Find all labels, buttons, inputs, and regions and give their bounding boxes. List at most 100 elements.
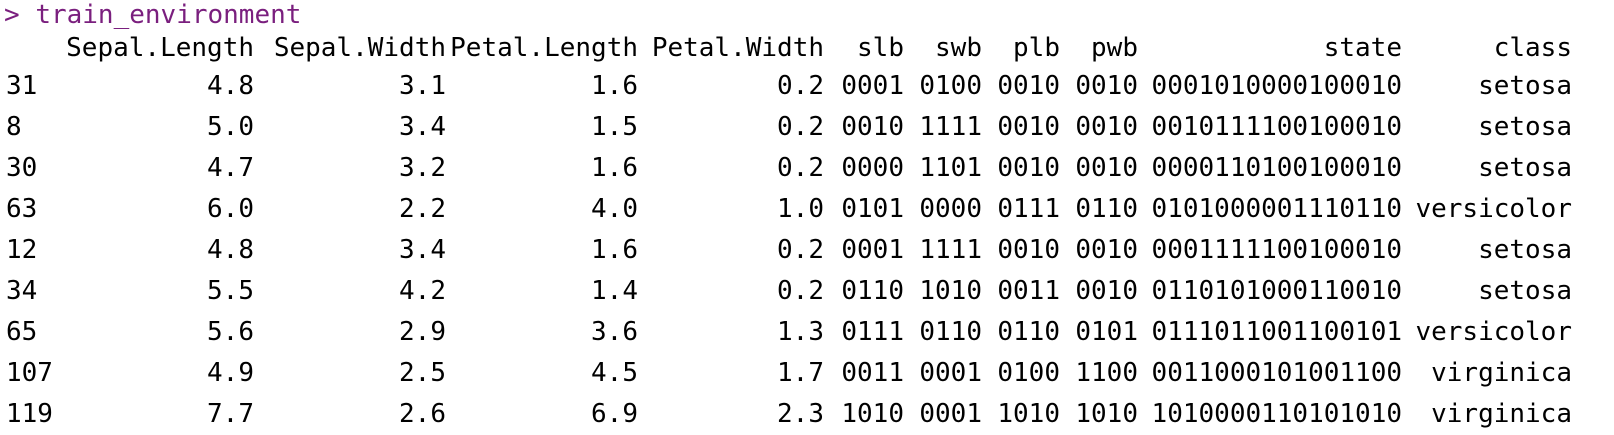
cell-petal-length: 4.0 <box>591 194 638 224</box>
cell-class: setosa <box>1478 153 1572 183</box>
cell-petal-length: 1.5 <box>591 112 638 142</box>
cell-pwb: 0010 <box>1075 112 1138 142</box>
cell-sepal-length: 6.0 <box>207 194 254 224</box>
cell-class: virginica <box>1431 358 1572 388</box>
header-swb: swb <box>935 33 982 63</box>
table-row: 63 6.0 2.2 4.0 1.0 0101 0000 0111 0110 0… <box>0 189 1572 230</box>
cell-pwb: 0101 <box>1075 317 1138 347</box>
cell-pwb: 0010 <box>1075 153 1138 183</box>
cell-petal-length: 1.6 <box>591 71 638 101</box>
cell-class: versicolor <box>1415 317 1572 347</box>
cell-slb: 0101 <box>841 194 904 224</box>
command-text: train_environment <box>35 0 302 30</box>
cell-plb: 0010 <box>997 235 1060 265</box>
table-row: 65 5.6 2.9 3.6 1.3 0111 0110 0110 0101 0… <box>0 312 1572 353</box>
cell-state: 0000110100100010 <box>1151 153 1402 183</box>
cell-plb: 1010 <box>997 399 1060 429</box>
cell-sepal-width: 3.4 <box>399 112 446 142</box>
cell-slb: 0010 <box>841 112 904 142</box>
cell-sepal-width: 3.1 <box>399 71 446 101</box>
cell-slb: 1010 <box>841 399 904 429</box>
header-petal-length: Petal.Length <box>450 33 638 63</box>
header-slb: slb <box>857 33 904 63</box>
cell-state: 0010111100100010 <box>1151 112 1402 142</box>
cell-swb: 1010 <box>919 276 982 306</box>
r-console-output: > train_environment Sepal.Length Sepal.W… <box>0 0 1572 429</box>
header-row: Sepal.Length Sepal.Width Petal.Length Pe… <box>0 30 1572 66</box>
cell-plb: 0010 <box>997 112 1060 142</box>
cell-petal-width: 0.2 <box>777 276 824 306</box>
row-name: 119 <box>6 399 53 429</box>
cell-sepal-length: 4.9 <box>207 358 254 388</box>
row-name: 107 <box>6 358 53 388</box>
table-row: 119 7.7 2.6 6.9 2.3 1010 0001 1010 1010 … <box>0 394 1572 435</box>
row-name: 34 <box>6 276 38 306</box>
cell-petal-length: 4.5 <box>591 358 638 388</box>
cell-sepal-width: 4.2 <box>399 276 446 306</box>
cell-swb: 1111 <box>919 235 982 265</box>
cell-state: 0011000101001100 <box>1151 358 1402 388</box>
cell-petal-length: 1.6 <box>591 235 638 265</box>
cell-swb: 0001 <box>919 358 982 388</box>
row-name: 63 <box>6 194 38 224</box>
cell-sepal-length: 4.8 <box>207 71 254 101</box>
cell-sepal-width: 2.9 <box>399 317 446 347</box>
cell-petal-length: 3.6 <box>591 317 638 347</box>
cell-class: setosa <box>1478 71 1572 101</box>
header-class: class <box>1493 33 1572 63</box>
row-name: 30 <box>6 153 38 183</box>
cell-plb: 0111 <box>997 194 1060 224</box>
header-sepal-width: Sepal.Width <box>273 33 446 63</box>
cell-swb: 1101 <box>919 153 982 183</box>
cell-pwb: 0110 <box>1075 194 1138 224</box>
cell-state: 0001010000100010 <box>1151 71 1402 101</box>
cell-class: setosa <box>1478 235 1572 265</box>
table-row: 31 4.8 3.1 1.6 0.2 0001 0100 0010 0010 0… <box>0 66 1572 107</box>
header-plb: plb <box>1013 33 1060 63</box>
cell-sepal-length: 5.0 <box>207 112 254 142</box>
header-state: state <box>1323 33 1402 63</box>
cell-sepal-length: 4.8 <box>207 235 254 265</box>
cell-petal-length: 1.6 <box>591 153 638 183</box>
cell-petal-width: 0.2 <box>777 71 824 101</box>
cell-slb: 0001 <box>841 235 904 265</box>
cell-slb: 0110 <box>841 276 904 306</box>
cell-state: 0101000001110110 <box>1151 194 1402 224</box>
row-name: 31 <box>6 71 38 101</box>
table-row: 8 5.0 3.4 1.5 0.2 0010 1111 0010 0010 00… <box>0 107 1572 148</box>
cell-pwb: 1100 <box>1075 358 1138 388</box>
cell-swb: 0110 <box>919 317 982 347</box>
cell-class: setosa <box>1478 276 1572 306</box>
row-name: 12 <box>6 235 38 265</box>
prompt-symbol: > <box>4 0 20 30</box>
header-pwb: pwb <box>1091 33 1138 63</box>
cell-sepal-width: 3.2 <box>399 153 446 183</box>
cell-pwb: 0010 <box>1075 71 1138 101</box>
header-petal-width: Petal.Width <box>651 33 824 63</box>
table-row: 34 5.5 4.2 1.4 0.2 0110 1010 0011 0010 0… <box>0 271 1572 312</box>
row-name: 8 <box>6 112 22 142</box>
cell-plb: 0100 <box>997 358 1060 388</box>
cell-swb: 0000 <box>919 194 982 224</box>
cell-plb: 0010 <box>997 71 1060 101</box>
cell-slb: 0011 <box>841 358 904 388</box>
table-row: 107 4.9 2.5 4.5 1.7 0011 0001 0100 1100 … <box>0 353 1572 394</box>
cell-state: 0110101000110010 <box>1151 276 1402 306</box>
cell-petal-width: 1.7 <box>777 358 824 388</box>
cell-plb: 0010 <box>997 153 1060 183</box>
cell-swb: 0001 <box>919 399 982 429</box>
table-row: 30 4.7 3.2 1.6 0.2 0000 1101 0010 0010 0… <box>0 148 1572 189</box>
cell-sepal-width: 2.2 <box>399 194 446 224</box>
cell-sepal-width: 3.4 <box>399 235 446 265</box>
cell-pwb: 0010 <box>1075 235 1138 265</box>
cell-slb: 0111 <box>841 317 904 347</box>
command-line: > train_environment <box>4 0 301 30</box>
cell-state: 0111011001100101 <box>1151 317 1402 347</box>
header-sepal-length: Sepal.Length <box>66 33 254 63</box>
cell-petal-width: 0.2 <box>777 112 824 142</box>
cell-pwb: 1010 <box>1075 399 1138 429</box>
cell-pwb: 0010 <box>1075 276 1138 306</box>
cell-swb: 1111 <box>919 112 982 142</box>
row-name: 65 <box>6 317 38 347</box>
cell-sepal-length: 7.7 <box>207 399 254 429</box>
